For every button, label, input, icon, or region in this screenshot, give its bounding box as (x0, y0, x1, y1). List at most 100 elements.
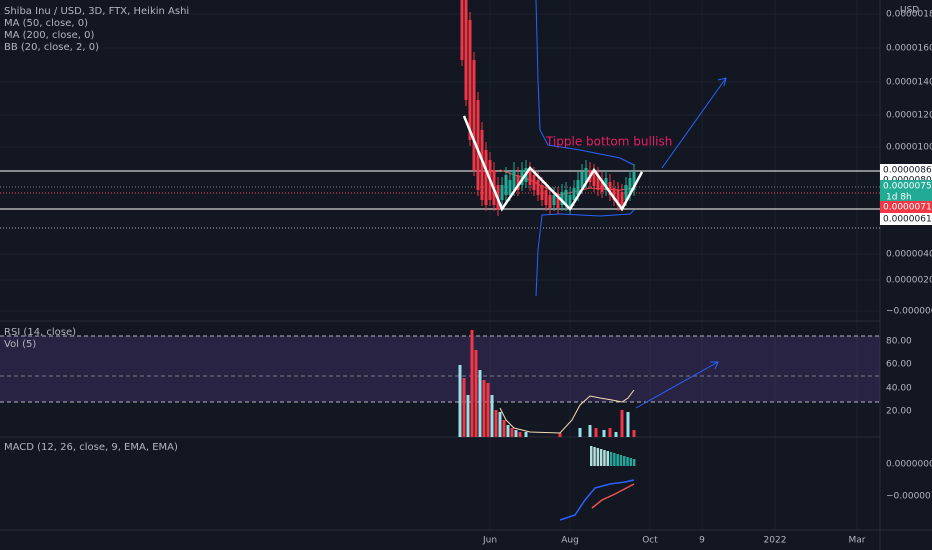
candle-body (476, 100, 480, 190)
volume-bar (486, 383, 490, 437)
volume-bar (578, 428, 582, 437)
candle-body (580, 172, 584, 188)
candle-body (620, 192, 624, 205)
currency: USD (900, 6, 919, 16)
candle-body (604, 178, 608, 190)
candle-body (632, 172, 636, 190)
candle-body (572, 188, 576, 200)
volume-bar (518, 432, 522, 437)
time-label: 2022 (764, 536, 787, 546)
rsi-band (0, 336, 880, 402)
rsi-label: 40.00 (886, 384, 912, 394)
bb-lower (535, 209, 635, 297)
macd-label: 0.00000000 (886, 460, 932, 470)
volume-bar (482, 380, 486, 437)
candle-body (464, 0, 468, 100)
time-label: Oct (642, 536, 658, 546)
volume-bar (470, 330, 474, 437)
volume-bar (478, 370, 482, 437)
candle-body (556, 195, 560, 208)
indicator-legend: BB (20, close, 2, 0) (4, 42, 99, 53)
volume-bar (524, 432, 528, 437)
indicator-legend: MA (50, close, 0) (4, 18, 88, 29)
candle-body (628, 178, 632, 195)
volume-bar (626, 412, 630, 437)
price-label: 0.00000200 (886, 276, 932, 286)
volume-bar (588, 425, 592, 437)
price-tag (880, 180, 932, 202)
price-tag (880, 213, 932, 225)
volume-bar (594, 428, 598, 437)
price-tag-label: 0.00000715 (883, 203, 932, 213)
volume-bar (458, 365, 462, 437)
price-tag (880, 164, 932, 176)
candle-body (480, 130, 484, 200)
candle-body (624, 185, 628, 200)
candle-body (560, 192, 564, 205)
projection-arrow (635, 361, 719, 409)
volume-bar (462, 378, 466, 437)
time-label: Mar (849, 536, 866, 546)
candle-body (552, 195, 556, 205)
macd-bar (593, 447, 596, 466)
volume-bar (510, 428, 514, 437)
volume-bar (558, 433, 562, 437)
candle-body (460, 0, 464, 60)
candle-body (600, 180, 604, 192)
volume-bar (466, 395, 470, 437)
candle-body (584, 168, 588, 182)
price-tag (880, 201, 932, 213)
time-label: 9 (699, 536, 705, 546)
signal-line (591, 483, 635, 509)
candle-body (472, 60, 476, 170)
volume-bar (620, 410, 624, 437)
candle-body (468, 20, 472, 140)
volume-bar (608, 428, 612, 437)
volume-bars (458, 330, 636, 437)
candle-body (516, 175, 520, 190)
macd-bar (609, 452, 613, 466)
candle-body (608, 182, 612, 195)
candle-body (504, 175, 508, 195)
macd-bar (603, 450, 606, 466)
candle-body (548, 195, 552, 208)
rsi-label: 20.00 (886, 407, 912, 417)
annotation: Tipple bottom bullish (545, 135, 672, 149)
macd-bar (606, 451, 609, 466)
volume-bar (494, 410, 498, 437)
candle-body (576, 180, 580, 195)
candle-body (536, 180, 540, 195)
macd-bar (613, 453, 616, 466)
grid (0, 0, 880, 530)
volume-bar (602, 430, 606, 437)
rsi-label: 60.00 (886, 360, 912, 370)
vol-legend: Vol (5) (4, 339, 36, 350)
macd-histogram (590, 446, 636, 466)
rsi-label: 80.00 (886, 337, 912, 347)
projection-arrow (661, 77, 727, 169)
time-label: Aug (561, 536, 579, 546)
macd-bar (599, 449, 603, 466)
price-tag-label: 0.00000860 (883, 166, 932, 176)
volume-bar (474, 350, 478, 437)
rsi-legend: RSI (14, close) (4, 327, 76, 338)
volume-bar (502, 420, 506, 437)
candle-body (564, 190, 568, 205)
volume-bar (498, 412, 502, 437)
candle-body (532, 175, 536, 190)
candle-body (612, 188, 616, 200)
candle-body (484, 150, 488, 205)
candle-body (512, 170, 516, 190)
time-label: Jun (482, 536, 497, 546)
macd-label: −0.00000100 (886, 492, 932, 502)
macd-bar (596, 448, 600, 466)
price-tag-label: 0.00000756 (883, 182, 932, 192)
